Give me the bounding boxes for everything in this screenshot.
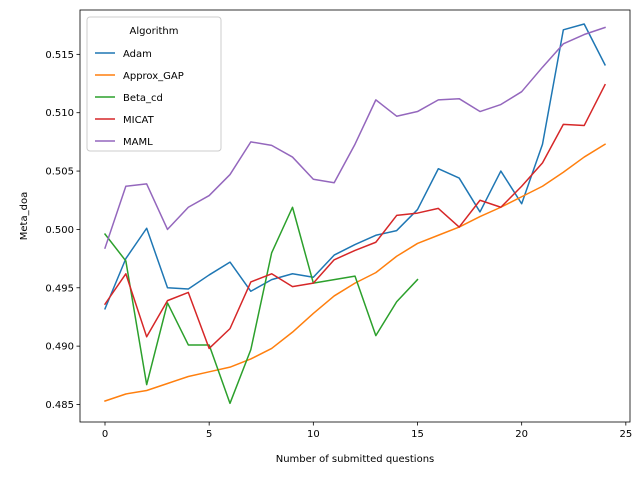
y-tick-label: 0.490 <box>45 342 74 353</box>
legend-box <box>86 16 222 152</box>
legend-label-micat: MICAT <box>123 115 155 126</box>
x-tick-label: 25 <box>619 429 632 440</box>
x-tick-label: 10 <box>307 429 320 440</box>
series-line-maml <box>104 26 606 250</box>
y-tick-label: 0.515 <box>45 50 74 61</box>
y-tick-label: 0.500 <box>45 225 74 236</box>
legend: Algorithm Adam Approx_GAP Beta_cd MICAT MAML <box>86 16 222 152</box>
legend-label-adam: Adam <box>123 49 152 60</box>
legend-label-approx-gap: Approx_GAP <box>123 71 184 82</box>
series-layer <box>103 23 607 405</box>
y-tick-label: 0.485 <box>45 400 74 411</box>
x-tick-label: 15 <box>411 429 424 440</box>
series-line-adam <box>104 23 607 310</box>
x-axis-ticks: 0 5 10 15 20 25 <box>102 422 632 440</box>
series-line-approx-gap <box>104 143 607 402</box>
y-tick-label: 0.495 <box>45 283 74 294</box>
legend-label-maml: MAML <box>123 137 153 148</box>
legend-title: Algorithm <box>130 26 179 37</box>
x-tick-label: 20 <box>515 429 528 440</box>
plot-frame <box>79 9 631 423</box>
x-tick-label: 0 <box>102 429 108 440</box>
y-axis-ticks: 0.485 0.490 0.495 0.500 0.505 0.510 0.515 <box>45 50 80 411</box>
series-line-beta-cd <box>103 206 419 405</box>
y-tick-label: 0.505 <box>45 167 74 178</box>
y-tick-label: 0.510 <box>45 108 74 119</box>
x-axis-label: Number of submitted questions <box>276 454 435 465</box>
legend-label-beta-cd: Beta_cd <box>123 93 163 104</box>
x-tick-label: 5 <box>206 429 212 440</box>
series-line-micat <box>103 83 607 350</box>
y-axis-label: Meta_doa <box>19 192 30 240</box>
